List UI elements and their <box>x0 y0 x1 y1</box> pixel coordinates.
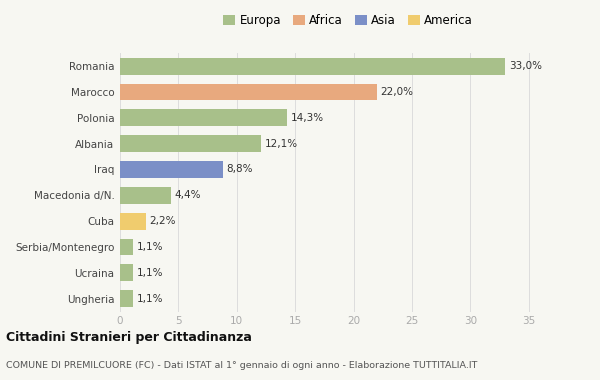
Bar <box>120 135 261 152</box>
Bar <box>120 290 133 307</box>
Text: 22,0%: 22,0% <box>380 87 413 97</box>
Text: 1,1%: 1,1% <box>136 268 163 278</box>
Text: 2,2%: 2,2% <box>149 216 176 226</box>
Text: 8,8%: 8,8% <box>226 165 253 174</box>
Text: 1,1%: 1,1% <box>136 242 163 252</box>
Bar <box>120 84 377 100</box>
Text: 1,1%: 1,1% <box>136 294 163 304</box>
Text: Cittadini Stranieri per Cittadinanza: Cittadini Stranieri per Cittadinanza <box>6 331 252 344</box>
Bar <box>120 161 223 178</box>
Bar <box>120 187 172 204</box>
Bar <box>120 109 287 126</box>
Text: 4,4%: 4,4% <box>175 190 202 200</box>
Text: 12,1%: 12,1% <box>265 139 298 149</box>
Bar <box>120 264 133 281</box>
Bar <box>120 213 146 230</box>
Bar <box>120 58 505 74</box>
Text: 14,3%: 14,3% <box>290 113 323 123</box>
Text: 33,0%: 33,0% <box>509 61 542 71</box>
Bar <box>120 239 133 255</box>
Text: COMUNE DI PREMILCUORE (FC) - Dati ISTAT al 1° gennaio di ogni anno - Elaborazion: COMUNE DI PREMILCUORE (FC) - Dati ISTAT … <box>6 361 478 370</box>
Legend: Europa, Africa, Asia, America: Europa, Africa, Asia, America <box>218 10 478 32</box>
